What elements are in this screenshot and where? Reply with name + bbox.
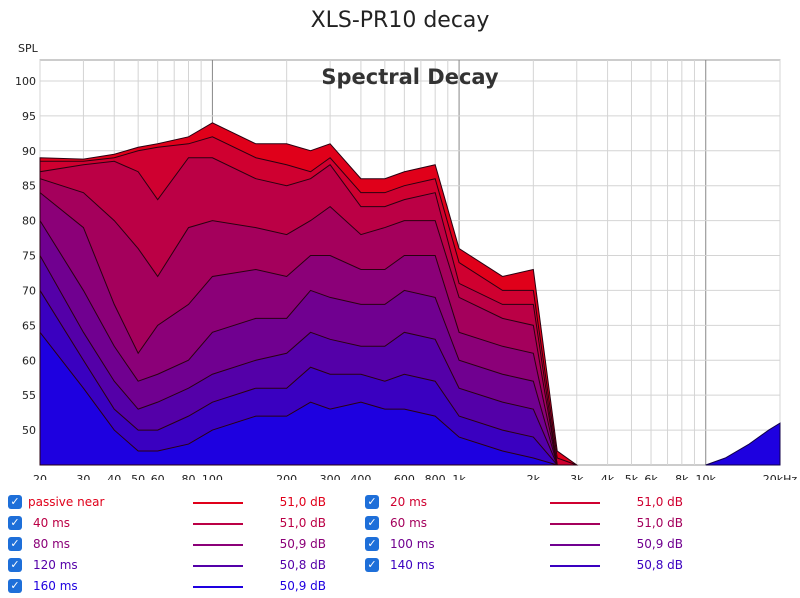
x-tick-label: 300: [320, 473, 341, 480]
x-tick-label: 30: [76, 473, 90, 480]
y-tick-labels: 50 55 60 65 70 75 80 85 90 95 100: [15, 75, 36, 437]
x-tick-label: 600: [394, 473, 415, 480]
legend-label: 80 ms: [33, 537, 71, 551]
legend-label: 40 ms: [33, 516, 71, 530]
x-tick-label: 60: [151, 473, 165, 480]
x-tick-label: 10k: [696, 473, 717, 480]
x-tick-label: 1k: [452, 473, 466, 480]
legend-swatch: [193, 565, 243, 567]
y-tick-label: 80: [22, 215, 36, 228]
legend-checkbox[interactable]: ✓: [8, 495, 22, 509]
y-tick-label: 75: [22, 250, 36, 263]
legend-label: 100 ms: [390, 537, 435, 551]
x-tick-labels: 20 30 40 50 60 80 100 200 300 400 600 800 1k 2k 3k 4k 5k…: [33, 473, 797, 480]
y-tick-label: 95: [22, 110, 36, 123]
legend-checkbox[interactable]: ✓: [8, 579, 22, 593]
legend-checkbox[interactable]: ✓: [365, 537, 379, 551]
x-tick-label: 80: [182, 473, 196, 480]
legend-value: 50,9 dB: [636, 537, 683, 551]
legend-swatch: [550, 544, 600, 546]
legend-checkbox[interactable]: ✓: [365, 495, 379, 509]
x-tick-label: 200: [276, 473, 297, 480]
legend-label: passive near: [28, 495, 105, 509]
legend-value: 50,9 dB: [279, 579, 326, 593]
legend-value: 51,0 dB: [636, 516, 683, 530]
legend-item[interactable]: ✓ passive near 51,0 dB: [8, 493, 338, 513]
spectral-decay-chart: SPL 50 55 60 65 70 75 80 85 90 95 100 20 30 40 50 60 80…: [15, 42, 797, 480]
legend-value: 50,8 dB: [636, 558, 683, 572]
legend-item[interactable]: ✓ 100 ms 50,9 dB: [365, 535, 695, 555]
decay-area-160-ms: [39, 330, 577, 466]
legend-item[interactable]: ✓ 60 ms 51,0 dB: [365, 514, 695, 534]
legend-swatch: [550, 523, 600, 525]
y-tick-label: 60: [22, 354, 36, 367]
y-tick-label: 65: [22, 319, 36, 332]
legend-value: 50,8 dB: [279, 558, 326, 572]
x-tick-label: 2k: [527, 473, 541, 480]
legend-checkbox[interactable]: ✓: [365, 558, 379, 572]
legend-item[interactable]: ✓ 80 ms 50,9 dB: [8, 535, 338, 555]
decay-areas: [39, 122, 781, 466]
x-tick-label: 50: [131, 473, 145, 480]
legend-item[interactable]: ✓ 160 ms 50,9 dB: [8, 577, 338, 597]
legend-item[interactable]: ✓ 40 ms 51,0 dB: [8, 514, 338, 534]
legend-label: 140 ms: [390, 558, 435, 572]
legend-swatch: [193, 544, 243, 546]
x-tick-label: 20: [33, 473, 47, 480]
y-tick-label: 90: [22, 145, 36, 158]
legend-label: 20 ms: [390, 495, 428, 509]
legend-item[interactable]: ✓ 140 ms 50,8 dB: [365, 556, 695, 576]
x-tick-label: 20kHz: [763, 473, 798, 480]
legend-label: 60 ms: [390, 516, 428, 530]
y-axis-label: SPL: [18, 42, 39, 55]
legend-swatch: [193, 586, 243, 588]
decay-area-tail: [705, 422, 781, 466]
legend-checkbox[interactable]: ✓: [365, 516, 379, 530]
legend-swatch: [550, 565, 600, 567]
inner-title: Spectral Decay: [321, 65, 499, 89]
legend-label: 160 ms: [33, 579, 78, 593]
legend-swatch: [193, 523, 243, 525]
x-tick-label: 4k: [601, 473, 615, 480]
y-tick-label: 55: [22, 389, 36, 402]
x-tick-label: 40: [107, 473, 121, 480]
legend-checkbox[interactable]: ✓: [8, 537, 22, 551]
legend-swatch: [193, 502, 243, 504]
x-tick-label: 400: [350, 473, 371, 480]
legend-value: 50,9 dB: [279, 537, 326, 551]
y-tick-label: 50: [22, 424, 36, 437]
y-tick-label: 70: [22, 284, 36, 297]
x-tick-label: 5k: [625, 473, 639, 480]
legend-checkbox[interactable]: ✓: [8, 558, 22, 572]
y-tick-label: 85: [22, 180, 36, 193]
decay-area-140-ms: [39, 288, 577, 466]
legend-value: 51,0 dB: [279, 495, 326, 509]
legend-swatch: [550, 502, 600, 504]
legend-value: 51,0 dB: [636, 495, 683, 509]
x-tick-label: 8k: [675, 473, 689, 480]
x-tick-label: 3k: [570, 473, 584, 480]
y-tick-label: 100: [15, 75, 36, 88]
x-tick-label: 100: [202, 473, 223, 480]
legend-checkbox[interactable]: ✓: [8, 516, 22, 530]
legend-value: 51,0 dB: [279, 516, 326, 530]
x-tick-label: 800: [425, 473, 446, 480]
legend-label: 120 ms: [33, 558, 78, 572]
chart-title: XLS-PR10 decay: [310, 8, 490, 33]
legend-item[interactable]: ✓ 20 ms 51,0 dB: [365, 493, 695, 513]
x-tick-label: 6k: [644, 473, 658, 480]
legend-item[interactable]: ✓ 120 ms 50,8 dB: [8, 556, 338, 576]
